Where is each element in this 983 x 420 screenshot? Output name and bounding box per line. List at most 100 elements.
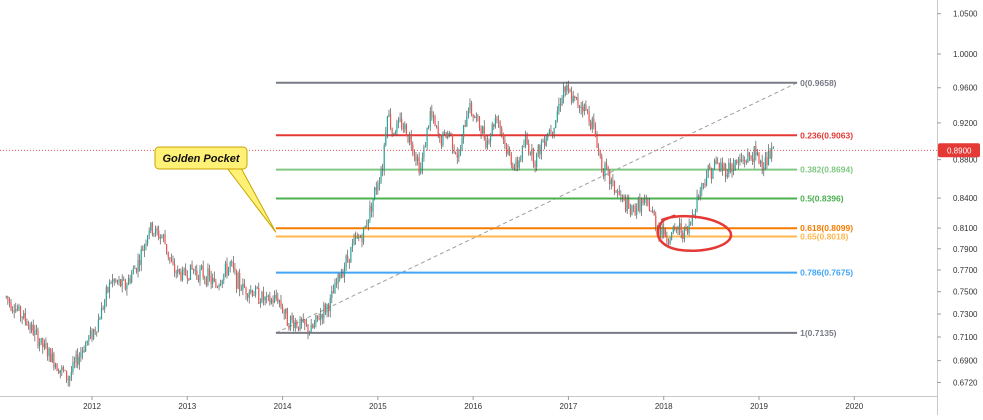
price-candle-body bbox=[486, 140, 489, 148]
price-candle-body bbox=[731, 164, 733, 173]
price-candle-body bbox=[351, 243, 354, 248]
price-candle-body bbox=[474, 117, 476, 119]
price-candle-body bbox=[372, 198, 374, 212]
current-price-tag bbox=[938, 143, 980, 158]
price-candle-body bbox=[391, 128, 393, 134]
price-candle-body bbox=[758, 152, 760, 164]
price-candle-body bbox=[429, 110, 431, 126]
price-candle-body bbox=[537, 145, 539, 154]
price-candle-body bbox=[288, 326, 290, 329]
price-candle-body bbox=[50, 348, 52, 363]
price-candle-body bbox=[420, 168, 422, 173]
price-candle-body bbox=[67, 379, 69, 381]
price-candle-body bbox=[677, 229, 679, 231]
fib-level-label: 0.236(0.9063) bbox=[800, 130, 853, 140]
price-candle-body bbox=[512, 164, 514, 169]
price-candle-body bbox=[532, 148, 535, 164]
price-candle-body bbox=[672, 226, 674, 233]
price-candle-body bbox=[428, 125, 430, 128]
price-candle-body bbox=[18, 306, 20, 310]
price-candle-body bbox=[396, 123, 398, 133]
price-candle-body bbox=[466, 116, 468, 127]
price-candle-body bbox=[601, 156, 603, 170]
price-candle-body bbox=[80, 352, 82, 358]
price-candle-body bbox=[183, 268, 185, 271]
price-candle-body bbox=[302, 319, 304, 323]
fib-level-label: 1(0.7135) bbox=[800, 328, 837, 338]
price-candle-body bbox=[186, 275, 188, 279]
price-candle-body bbox=[343, 267, 346, 277]
price-candle-body bbox=[56, 364, 58, 372]
price-candle-body bbox=[694, 210, 697, 215]
price-candle-body bbox=[653, 210, 655, 216]
price-candle-body bbox=[35, 329, 38, 331]
price-candle-body bbox=[640, 199, 643, 212]
price-candle-body bbox=[524, 136, 527, 147]
price-candle-body bbox=[91, 330, 93, 339]
price-candle-body bbox=[637, 197, 639, 209]
price-candle-body bbox=[613, 180, 616, 193]
price-candle-body bbox=[148, 230, 150, 236]
price-candle-body bbox=[362, 227, 365, 242]
price-candle-body bbox=[42, 338, 44, 348]
price-candle-body bbox=[632, 205, 635, 207]
price-candle-body bbox=[423, 147, 425, 158]
price-candle-body bbox=[426, 127, 428, 147]
price-candle-body bbox=[199, 269, 201, 281]
price-candle-body bbox=[86, 340, 88, 344]
price-candle-body bbox=[625, 199, 627, 212]
price-candle-body bbox=[296, 322, 298, 327]
price-candle-body bbox=[88, 336, 90, 341]
price-candle-body bbox=[453, 148, 455, 153]
price-candle-body bbox=[707, 165, 709, 177]
price-candle-body bbox=[291, 316, 293, 321]
price-candle-body bbox=[759, 160, 762, 164]
price-candle-body bbox=[437, 126, 439, 136]
price-candle-body bbox=[355, 237, 357, 239]
callout-label: Golden Pocket bbox=[162, 153, 240, 165]
price-candle-body bbox=[64, 370, 66, 372]
price-candle-body bbox=[712, 169, 714, 179]
current-price-label: 0.8900 bbox=[947, 146, 972, 155]
price-candle-body bbox=[248, 291, 250, 298]
price-candle-body bbox=[648, 203, 651, 212]
price-candle-body bbox=[167, 251, 169, 258]
price-candle-body bbox=[48, 348, 50, 357]
price-candle-body bbox=[294, 322, 296, 329]
price-candle-body bbox=[205, 278, 207, 286]
price-candle-body bbox=[432, 116, 435, 118]
price-candle-body bbox=[123, 279, 125, 281]
price-candle-body bbox=[650, 211, 652, 212]
price-candle-body bbox=[11, 309, 14, 311]
price-candle-body bbox=[256, 287, 258, 289]
price-candle-body bbox=[485, 138, 487, 148]
price-candle-body bbox=[262, 291, 265, 301]
price-candle-body bbox=[410, 135, 412, 145]
price-candle-body bbox=[161, 237, 163, 238]
price-candle-body bbox=[40, 338, 42, 343]
price-candle-body bbox=[763, 167, 765, 170]
price-candle-body bbox=[551, 131, 554, 134]
price-candle-body bbox=[409, 135, 411, 142]
price-candle-body bbox=[696, 196, 698, 211]
price-candle-body bbox=[116, 280, 119, 283]
price-candle-body bbox=[631, 205, 633, 215]
price-candle-body bbox=[482, 126, 484, 134]
price-candle-body bbox=[172, 261, 174, 265]
price-candle-body bbox=[280, 300, 282, 307]
price-candle-body bbox=[13, 310, 15, 312]
price-candle-body bbox=[353, 238, 355, 244]
price-candle-body bbox=[526, 136, 528, 144]
price-candle-body bbox=[447, 133, 449, 139]
price-candle-body bbox=[451, 133, 454, 149]
price-candle-body bbox=[146, 235, 149, 245]
price-candle-body bbox=[501, 128, 503, 134]
price-candle-body bbox=[92, 329, 95, 339]
price-candle-body bbox=[7, 296, 9, 299]
price-candle-body bbox=[135, 268, 138, 272]
price-candle-body bbox=[31, 324, 33, 331]
price-candle-body bbox=[667, 241, 670, 244]
price-candle-body bbox=[744, 160, 746, 162]
price-candle-body bbox=[445, 132, 447, 139]
